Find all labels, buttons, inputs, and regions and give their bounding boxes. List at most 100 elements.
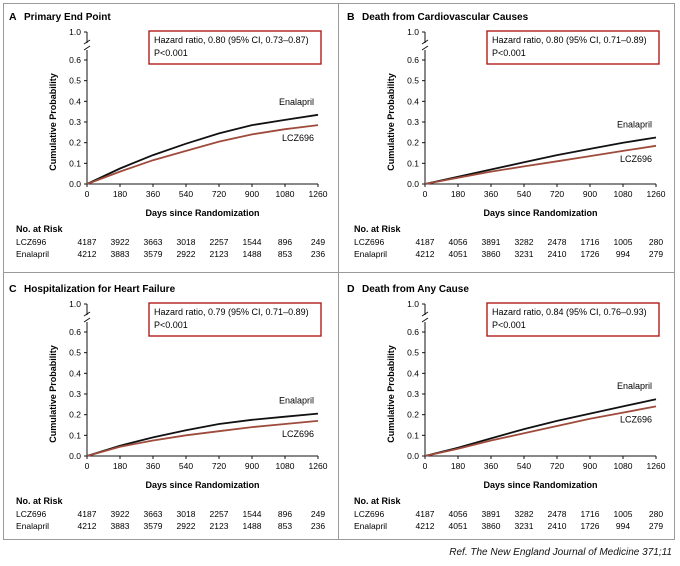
x-tick-label: 1260: [309, 461, 328, 471]
risk-value: 2478: [548, 509, 567, 519]
risk-value: 280: [649, 509, 663, 519]
axis-break-mark: [421, 317, 429, 323]
series-label-enalapril: Enalapril: [279, 396, 314, 406]
risk-value: 1005: [614, 237, 633, 247]
figure-frame: [3, 3, 675, 540]
y-axis-label: Cumulative Probability: [386, 73, 396, 171]
risk-value: 1726: [581, 521, 600, 531]
y-tick-label: 0.6: [407, 327, 419, 337]
x-tick-label: 900: [583, 461, 597, 471]
x-tick-label: 900: [583, 189, 597, 199]
x-axis-label: Days since Randomization: [145, 480, 259, 490]
y-axis-label: Cumulative Probability: [48, 73, 58, 171]
risk-value: 3891: [482, 237, 501, 247]
x-tick-label: 360: [146, 189, 160, 199]
x-tick-label: 540: [517, 189, 531, 199]
panel-divider-horizontal: [3, 272, 675, 273]
y-tick-label: 0.5: [69, 348, 81, 358]
p-value-text: P<0.001: [492, 320, 526, 330]
x-tick-label: 360: [146, 461, 160, 471]
risk-row-label: Enalapril: [16, 521, 49, 531]
x-tick-label: 1080: [614, 189, 633, 199]
y-tick-label: 1.0: [69, 27, 81, 37]
risk-row-label: Enalapril: [16, 249, 49, 259]
hazard-ratio-text: Hazard ratio, 0.80 (95% CI, 0.71–0.89): [492, 35, 647, 45]
risk-value: 2922: [177, 249, 196, 259]
risk-value: 1005: [614, 509, 633, 519]
series-line-enalapril: [424, 136, 657, 185]
risk-value: 3579: [144, 521, 163, 531]
risk-value: 4056: [449, 509, 468, 519]
risk-row-label: LCZ696: [354, 237, 385, 247]
x-tick-label: 720: [550, 189, 564, 199]
x-axis-label: Days since Randomization: [145, 208, 259, 218]
x-tick-label: 1260: [647, 189, 666, 199]
risk-value: 4212: [78, 521, 97, 531]
hazard-ratio-box: [486, 30, 660, 65]
risk-value: 4056: [449, 237, 468, 247]
risk-value: 3922: [111, 509, 130, 519]
p-value-text: P<0.001: [154, 48, 188, 58]
risk-value: 3891: [482, 509, 501, 519]
risk-value: 4051: [449, 521, 468, 531]
series-label-lcz696: LCZ696: [282, 429, 314, 439]
risk-value: 280: [649, 237, 663, 247]
hazard-ratio-box: [486, 302, 660, 337]
risk-value: 3231: [515, 249, 534, 259]
panel-letter: B: [347, 11, 355, 23]
risk-value: 853: [278, 249, 292, 259]
y-tick-label: 0.1: [69, 158, 81, 168]
axis-break-mark: [83, 39, 91, 45]
x-tick-label: 900: [245, 189, 259, 199]
risk-table-header: No. at Risk: [354, 224, 402, 234]
x-tick-label: 180: [113, 189, 127, 199]
y-tick-label: 0.5: [407, 76, 419, 86]
hazard-ratio-box: [148, 302, 322, 337]
risk-value: 2123: [210, 521, 229, 531]
y-tick-label: 0.2: [407, 410, 419, 420]
axis-break-mark: [83, 45, 91, 51]
x-axis-label: Days since Randomization: [483, 480, 597, 490]
hazard-ratio-text: Hazard ratio, 0.84 (95% CI, 0.76–0.93): [492, 307, 647, 317]
y-tick-label: 0.6: [69, 327, 81, 337]
x-tick-label: 1260: [309, 189, 328, 199]
x-tick-label: 1260: [647, 461, 666, 471]
series-label-enalapril: Enalapril: [279, 97, 314, 107]
risk-value: 3883: [111, 249, 130, 259]
series-line-enalapril: [424, 398, 657, 457]
x-axis-label: Days since Randomization: [483, 208, 597, 218]
risk-value: 853: [278, 521, 292, 531]
risk-value: 3663: [144, 509, 163, 519]
panel-title: Hospitalization for Heart Failure: [24, 284, 176, 295]
risk-value: 249: [311, 237, 325, 247]
axis-break-mark: [421, 311, 429, 317]
panel-a-chart: A Primary End Point Hazard ratio, 0.80 (95…: [9, 11, 328, 259]
panel-title: Death from Any Cause: [362, 284, 469, 295]
series-line-lcz696: [86, 420, 319, 457]
y-tick-label: 0.6: [407, 55, 419, 65]
x-tick-label: 360: [484, 461, 498, 471]
panel-title: Primary End Point: [24, 12, 111, 23]
risk-value: 3860: [482, 249, 501, 259]
y-tick-label: 0.2: [407, 138, 419, 148]
risk-value: 3282: [515, 509, 534, 519]
panel-d-chart: D Death from Any Cause Hazard ratio, 0.84 …: [347, 283, 666, 531]
x-tick-label: 1080: [276, 189, 295, 199]
risk-value: 896: [278, 509, 292, 519]
series-line-enalapril: [86, 113, 319, 185]
series-label-lcz696: LCZ696: [620, 414, 652, 424]
risk-value: 2257: [210, 237, 229, 247]
risk-value: 994: [616, 249, 630, 259]
risk-value: 1544: [243, 237, 262, 247]
y-tick-label: 1.0: [407, 27, 419, 37]
panel-letter: C: [9, 283, 17, 295]
risk-value: 3018: [177, 509, 196, 519]
y-tick-label: 0.0: [69, 451, 81, 461]
series-line-lcz696: [86, 124, 319, 185]
series-line-enalapril: [86, 412, 319, 457]
y-tick-label: 0.5: [69, 76, 81, 86]
y-tick-label: 0.3: [407, 389, 419, 399]
risk-value: 4051: [449, 249, 468, 259]
risk-value: 994: [616, 521, 630, 531]
x-tick-label: 0: [423, 189, 428, 199]
